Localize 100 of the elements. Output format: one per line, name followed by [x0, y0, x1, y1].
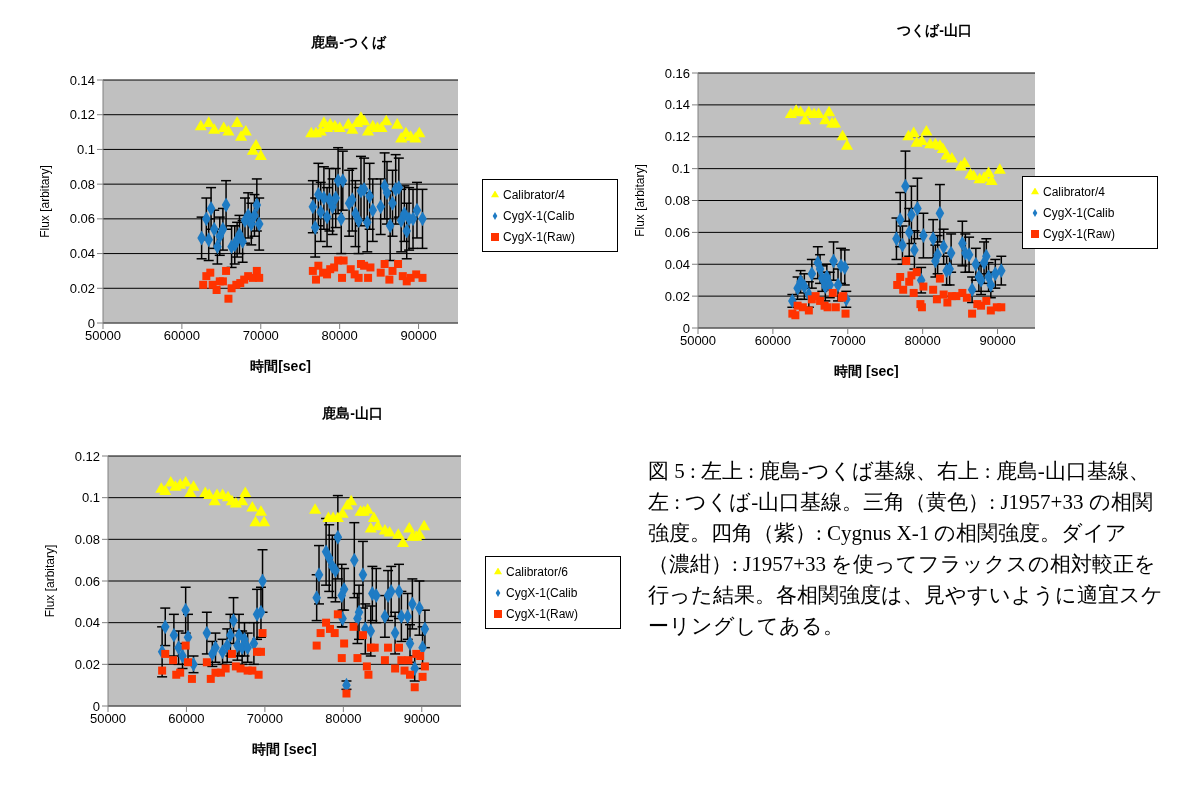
point — [968, 309, 977, 318]
y-axis-title: Flux [arbitary] — [43, 544, 58, 618]
point — [239, 486, 252, 498]
y-tick-label: 0 — [682, 320, 690, 336]
y-tick-label: 0.02 — [664, 288, 690, 304]
y-axis-title: Flux [arbitary] — [633, 164, 648, 237]
point — [388, 266, 397, 275]
point — [184, 658, 193, 667]
legend-label: Calibrator/6 — [506, 565, 569, 579]
point — [929, 285, 938, 294]
point — [909, 288, 918, 297]
legend-label: CygX-1(Raw) — [506, 607, 579, 621]
x-tick-label: 50000 — [89, 711, 127, 727]
point — [249, 138, 263, 150]
point — [997, 303, 1006, 312]
point — [804, 306, 813, 315]
point — [330, 629, 339, 638]
legend-label: CygX-1(Calib — [506, 586, 578, 600]
y-tick-label: 0.14 — [664, 97, 690, 113]
point — [176, 668, 185, 677]
y-tick-label: 0.1 — [81, 490, 100, 506]
x-tick-label: 60000 — [754, 333, 791, 349]
point — [982, 296, 991, 305]
point — [158, 666, 167, 675]
point — [337, 654, 346, 663]
point — [255, 273, 264, 282]
chart-title: 鹿島-山口 — [321, 405, 384, 423]
point — [246, 501, 259, 512]
point — [939, 290, 948, 299]
point — [384, 643, 393, 652]
point — [902, 257, 911, 266]
point — [410, 683, 419, 692]
point — [376, 268, 385, 277]
point — [385, 275, 394, 284]
x-tick-label: 70000 — [829, 333, 866, 349]
y-tick-label: 0.08 — [69, 176, 95, 192]
point — [354, 273, 363, 282]
point — [370, 643, 379, 652]
chart-title: つくば-山口 — [896, 22, 973, 40]
point — [404, 656, 413, 665]
x-tick-label: 80000 — [321, 328, 358, 344]
x-tick-label: 60000 — [168, 711, 205, 727]
y-tick-label: 0.12 — [74, 448, 100, 464]
point — [899, 285, 908, 294]
y-tick-label: 0.08 — [664, 193, 690, 209]
point — [358, 631, 367, 640]
point — [333, 610, 342, 619]
point — [338, 273, 347, 282]
x-tick-label: 80000 — [904, 333, 941, 349]
point — [383, 526, 396, 537]
point — [822, 105, 836, 117]
point — [340, 639, 349, 648]
point — [945, 152, 958, 163]
x-tick-label: 70000 — [246, 711, 283, 727]
x-axis-title: 時間 [sec] — [252, 741, 317, 757]
point — [406, 670, 415, 679]
point — [367, 511, 381, 523]
point — [836, 129, 849, 141]
x-tick-label: 80000 — [325, 711, 362, 727]
legend-label: CygX-1(Raw) — [1043, 226, 1116, 241]
x-tick-label: 50000 — [84, 328, 122, 344]
y-tick-label: 0.02 — [69, 280, 95, 296]
point — [206, 268, 215, 277]
point — [181, 641, 190, 650]
point — [841, 309, 850, 318]
point — [828, 288, 837, 297]
point — [993, 163, 1006, 174]
y-tick-label: 0.12 — [69, 107, 95, 123]
point — [252, 266, 261, 275]
y-tick-label: 0.16 — [664, 65, 690, 81]
point — [418, 672, 427, 681]
point — [920, 124, 933, 136]
legend-label: CygX-1(Calib — [503, 209, 575, 223]
legend-label: CygX-1(Calib — [1043, 205, 1115, 220]
point — [362, 662, 371, 671]
point — [254, 505, 268, 516]
y-tick-label: 0.14 — [69, 72, 95, 88]
x-tick-label: 90000 — [979, 333, 1016, 349]
x-axis-title: 時間 [sec] — [834, 363, 899, 379]
point — [208, 123, 221, 134]
point — [418, 519, 431, 531]
point — [395, 643, 404, 652]
point — [831, 303, 840, 312]
y-tick-label: 0.06 — [74, 573, 100, 589]
point — [416, 652, 425, 660]
x-tick-label: 90000 — [400, 328, 437, 344]
point — [391, 118, 404, 129]
point — [392, 528, 405, 539]
point — [222, 125, 235, 136]
point — [394, 259, 403, 268]
y-tick-label: 0.08 — [74, 531, 100, 547]
point — [314, 261, 323, 270]
legend-label: Calibrator/4 — [1043, 184, 1106, 199]
point — [418, 273, 427, 282]
legend-label: CygX-1(Raw) — [503, 230, 576, 244]
point — [935, 274, 944, 283]
point — [396, 536, 410, 548]
y-tick-label: 0.06 — [69, 211, 95, 227]
point — [391, 664, 400, 673]
point — [919, 282, 928, 291]
